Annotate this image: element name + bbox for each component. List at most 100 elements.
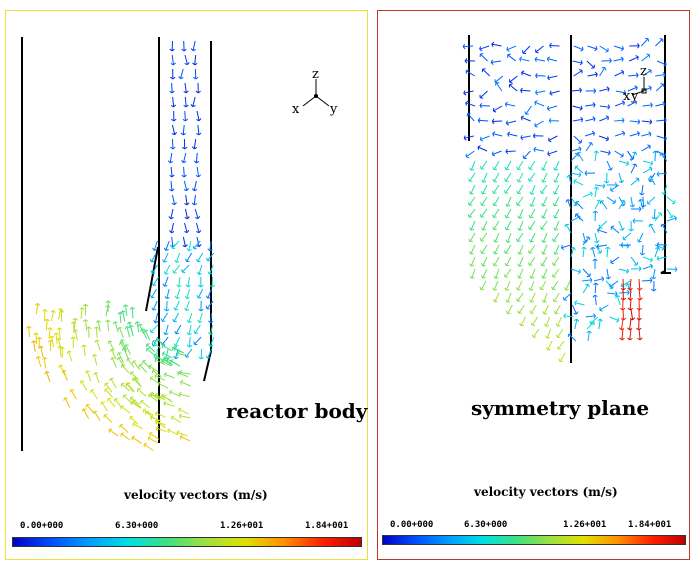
velocity-vector-head: [490, 59, 494, 63]
velocity-vector-head: [614, 182, 618, 186]
velocity-vector: [180, 436, 191, 442]
velocity-vector-head: [185, 104, 189, 108]
velocity-vector-head: [198, 273, 202, 275]
velocity-vector: [155, 393, 166, 401]
velocity-vector-head: [649, 277, 653, 281]
velocity-vector-head: [597, 318, 601, 322]
velocity-vector: [175, 336, 181, 347]
velocity-vector: [650, 175, 656, 186]
velocity-vector-head: [671, 214, 674, 218]
velocity-vector: [123, 394, 132, 404]
velocity-vector-head: [503, 274, 506, 278]
velocity-vector-head: [114, 321, 118, 324]
velocity-vector-head: [507, 300, 511, 303]
velocity-vector-head: [596, 199, 600, 202]
velocity-vector-head: [167, 429, 169, 433]
velocity-vector-head: [198, 230, 202, 233]
velocity-vector-head: [149, 431, 153, 434]
velocity-vector: [121, 383, 131, 392]
velocity-vector-head: [589, 330, 592, 334]
velocity-vector: [577, 152, 584, 162]
velocity-vector: [619, 291, 630, 294]
velocity-vector: [517, 280, 523, 291]
velocity-vector-head: [109, 428, 113, 431]
velocity-vector: [522, 45, 531, 54]
velocity-vector-head: [649, 259, 653, 263]
velocity-vector-head: [28, 325, 32, 329]
velocity-vector-head: [629, 204, 633, 208]
velocity-vector-head: [623, 238, 627, 241]
velocity-vector-head: [493, 275, 497, 279]
velocity-vector-head: [172, 76, 176, 80]
velocity-vector: [119, 424, 129, 433]
velocity-vector: [482, 172, 488, 183]
velocity-vector-head: [171, 90, 175, 94]
velocity-vector-head: [664, 152, 666, 156]
velocity-vector-head: [503, 190, 506, 194]
velocity-vector-head: [581, 246, 585, 250]
velocity-vector-head: [506, 49, 510, 52]
velocity-vector: [654, 212, 662, 222]
velocity-vector-head: [594, 48, 598, 52]
velocity-vector-head: [649, 102, 653, 106]
velocity-vector: [196, 166, 200, 177]
velocity-vector-head: [482, 228, 486, 231]
velocity-vector-head: [195, 76, 199, 80]
velocity-vector-head: [607, 168, 612, 171]
velocity-vector-head: [576, 152, 579, 156]
velocity-vector: [146, 348, 156, 357]
velocity-vector: [597, 244, 608, 248]
velocity-vector: [162, 352, 173, 359]
velocity-vector: [126, 326, 131, 338]
velocity-vector: [198, 264, 203, 275]
velocity-vector-head: [635, 163, 638, 168]
velocity-vector: [480, 135, 490, 141]
panel-title: symmetry plane: [471, 396, 650, 420]
velocity-vector: [540, 184, 548, 194]
velocity-vector-head: [591, 193, 593, 197]
velocity-vector: [630, 178, 640, 186]
velocity-vector-head: [651, 257, 653, 261]
velocity-vector-head: [663, 64, 667, 67]
velocity-vector-head: [188, 321, 192, 323]
velocity-vector: [529, 160, 536, 170]
velocity-vector: [509, 84, 518, 92]
velocity-vector-head: [194, 62, 198, 66]
velocity-vector-head: [662, 223, 666, 226]
velocity-vector-head: [209, 248, 213, 252]
velocity-vector: [207, 348, 212, 359]
velocity-vector: [148, 365, 159, 373]
velocity-vector-head: [492, 287, 495, 291]
velocity-vector-head: [542, 180, 546, 183]
velocity-vector-head: [595, 210, 599, 214]
velocity-vector-head: [120, 424, 124, 426]
velocity-vector-head: [156, 420, 160, 422]
velocity-vector: [528, 256, 536, 266]
velocity-vector: [618, 196, 625, 206]
velocity-vector-head: [661, 248, 665, 251]
velocity-vector: [110, 348, 117, 360]
velocity-vector-head: [660, 83, 664, 85]
velocity-vector: [575, 213, 584, 222]
velocity-vector: [161, 336, 169, 346]
velocity-vector-head: [554, 180, 559, 183]
velocity-vector: [83, 344, 86, 356]
velocity-vector-head: [171, 415, 175, 418]
velocity-vector-head: [157, 381, 162, 384]
velocity-vector: [156, 420, 166, 429]
velocity-vector-head: [153, 308, 157, 311]
velocity-vector-head: [592, 210, 596, 214]
velocity-vector: [554, 184, 560, 195]
velocity-vector-head: [532, 133, 536, 137]
velocity-vector: [642, 160, 653, 165]
velocity-vector: [143, 409, 154, 416]
velocity-vector-head: [113, 398, 116, 402]
velocity-vector-head: [167, 428, 171, 431]
velocity-vector-head: [575, 165, 579, 167]
velocity-vector: [123, 347, 129, 359]
velocity-vector: [557, 328, 564, 338]
velocity-vector-head: [116, 357, 119, 361]
velocity-vector-head: [504, 103, 508, 107]
velocity-vector-head: [146, 347, 150, 350]
velocity-vector-head: [151, 282, 154, 286]
